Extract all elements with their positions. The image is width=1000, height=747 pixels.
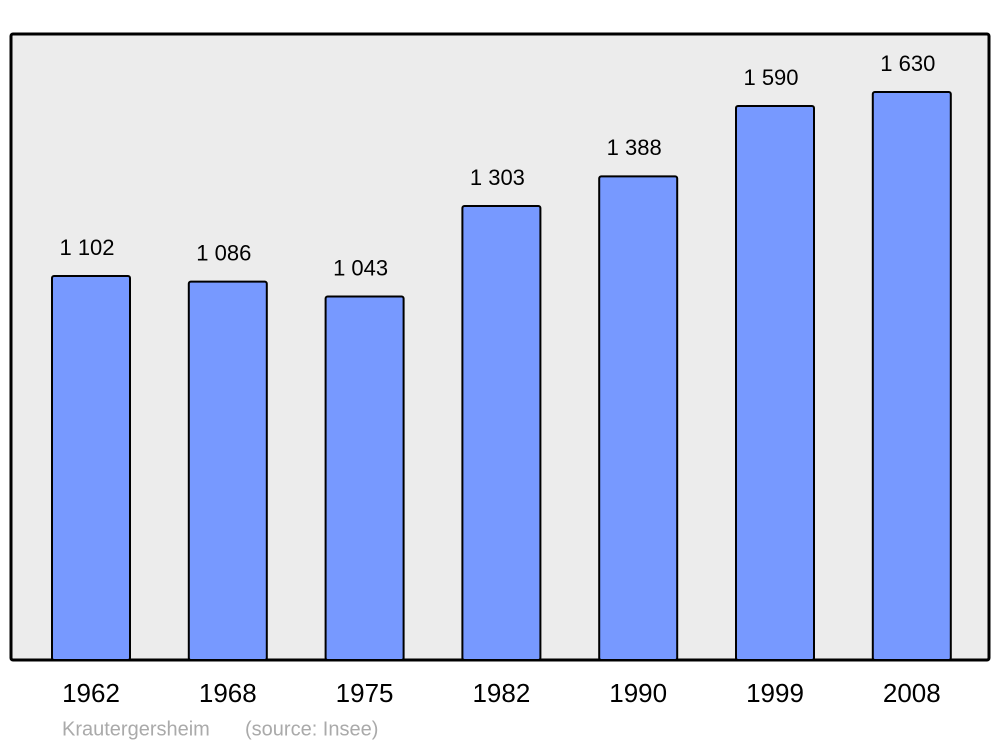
- x-tick-label: 1999: [746, 678, 804, 708]
- source: (source: Insee): [245, 718, 378, 740]
- x-tick-label: 1975: [336, 678, 394, 708]
- bar: [187, 280, 268, 661]
- value-label: 1 388: [607, 135, 662, 160]
- bar: [598, 175, 679, 661]
- x-tick-label: 2008: [883, 678, 941, 708]
- caption: Krautergersheim: [62, 718, 210, 740]
- bar: [324, 295, 405, 661]
- x-tick-label: 1968: [199, 678, 257, 708]
- bar: [735, 104, 815, 661]
- bar: [461, 204, 542, 662]
- bar: [51, 274, 131, 661]
- x-tick-label: 1990: [609, 678, 667, 708]
- value-label: 1 043: [333, 255, 388, 280]
- value-label: 1 590: [743, 65, 798, 90]
- value-label: 1 086: [196, 240, 251, 265]
- value-label: 1 303: [470, 165, 525, 190]
- x-tick-label: 1962: [62, 678, 120, 708]
- value-label: 1 102: [59, 235, 114, 260]
- value-label: 1 630: [880, 51, 935, 76]
- bar: [871, 91, 952, 661]
- x-tick-label: 1982: [472, 678, 530, 708]
